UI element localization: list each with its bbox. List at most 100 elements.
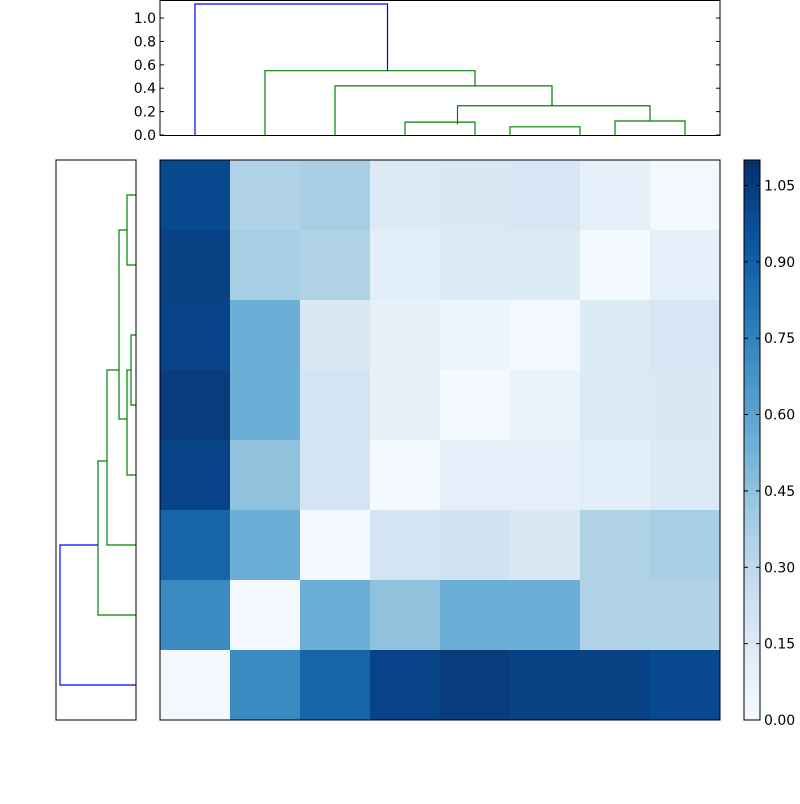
colorbar-strip [744, 715, 760, 721]
colorbar-strip [744, 425, 760, 431]
colorbar-strip [744, 500, 760, 506]
heatmap-cell-r4-c2 [300, 440, 371, 511]
colorbar-strip [744, 195, 760, 201]
top-dendrogram-link [404, 121, 476, 135]
colorbar-strip [744, 670, 760, 676]
heatmap-cell-r1-c6 [580, 230, 651, 301]
left-dendrogram-link [126, 194, 136, 266]
colorbar-strip [744, 170, 760, 176]
heatmap-cell-r4-c7 [650, 440, 721, 511]
colorbar-strip [744, 240, 760, 246]
top-dendrogram-frame [159, 0, 721, 136]
colorbar-strip [744, 310, 760, 316]
colorbar-strip [744, 160, 760, 166]
colorbar-ticks: 0.00 0.15 0.30 0.45 0.60 0.75 0.90 1.05 [744, 178, 795, 729]
heatmap-cell-r4-c6 [580, 440, 651, 511]
colorbar-gradient [744, 160, 760, 721]
left-dendrogram-link [106, 369, 136, 546]
colorbar-strip [744, 650, 760, 656]
colorbar-strip [744, 630, 760, 636]
colorbar-strip [744, 360, 760, 366]
colorbar-strip [744, 535, 760, 541]
colorbar-strip [744, 395, 760, 401]
colorbar-tick-label: 0.30 [764, 560, 795, 576]
colorbar-strip [744, 345, 760, 351]
colorbar-strip [744, 615, 760, 621]
top-dendrogram-link [614, 120, 686, 135]
colorbar-strip [744, 475, 760, 481]
colorbar-strip [744, 655, 760, 661]
colorbar-strip [744, 540, 760, 546]
colorbar-strip [744, 320, 760, 326]
colorbar-tick-label: 0.45 [764, 484, 795, 500]
colorbar-strip [744, 660, 760, 666]
heatmap-cell-r1-c1 [230, 230, 301, 301]
colorbar-strip [744, 430, 760, 436]
colorbar-strip [744, 275, 760, 281]
heatmap-cell-r7-c7 [650, 650, 721, 721]
colorbar-strip [744, 700, 760, 706]
heatmap-frame [159, 159, 721, 721]
heatmap-cell-r1-c0 [160, 230, 231, 301]
colorbar-strip [744, 265, 760, 271]
colorbar-strip [744, 675, 760, 681]
colorbar-strip [744, 710, 760, 716]
top-y-tick-label: 1.0 [134, 11, 156, 27]
heatmap-cell-r2-c3 [370, 300, 441, 371]
heatmap-cell-r4-c5 [510, 440, 581, 511]
heatmap-cell-r0-c7 [650, 160, 721, 231]
colorbar-strip [744, 605, 760, 611]
heatmap-cell-r7-c5 [510, 650, 581, 721]
colorbar-strip [744, 255, 760, 261]
colorbar-strip [744, 565, 760, 571]
colorbar-strip [744, 550, 760, 556]
heatmap-cell-r6-c0 [160, 580, 231, 651]
colorbar-strip [744, 295, 760, 301]
heatmap-cell-r2-c5 [510, 300, 581, 371]
colorbar-strip [744, 455, 760, 461]
heatmap-cell-r6-c1 [230, 580, 301, 651]
colorbar-strip [744, 420, 760, 426]
colorbar-strip [744, 465, 760, 471]
heatmap-cell-r4-c1 [230, 440, 301, 511]
colorbar-strip [744, 580, 760, 586]
colorbar-strip [744, 220, 760, 226]
left-dendrogram-link [130, 334, 136, 406]
colorbar-strip [744, 380, 760, 386]
heatmap-cell-r7-c3 [370, 650, 441, 721]
heatmap-cell-r1-c2 [300, 230, 371, 301]
colorbar-strip [744, 390, 760, 396]
colorbar-strip [744, 510, 760, 516]
colorbar-strip [744, 325, 760, 331]
colorbar-tick-label: 0.75 [764, 331, 795, 347]
colorbar-strip [744, 400, 760, 406]
colorbar-strip [744, 640, 760, 646]
colorbar-strip [744, 685, 760, 691]
colorbar-strip [744, 495, 760, 501]
colorbar-strip [744, 260, 760, 266]
colorbar-strip [744, 355, 760, 361]
top-y-tick-label: 0.6 [134, 58, 156, 74]
colorbar-strip [744, 525, 760, 531]
colorbar-strip [744, 250, 760, 256]
heatmap-cell-r5-c0 [160, 510, 231, 581]
colorbar-strip [744, 180, 760, 186]
heatmap-cell-r2-c4 [440, 300, 511, 371]
colorbar-strip [744, 215, 760, 221]
top-y-tick-label: 0.8 [134, 34, 156, 50]
colorbar-strip [744, 480, 760, 486]
colorbar-strip [744, 665, 760, 671]
colorbar-strip [744, 415, 760, 421]
heatmap-cell-r0-c2 [300, 160, 371, 231]
colorbar-strip [744, 370, 760, 376]
colorbar-tick-label: 0.00 [764, 713, 795, 729]
left-dendrogram-panel [55, 159, 137, 721]
heatmap-cell-r2-c1 [230, 300, 301, 371]
colorbar-strip [744, 225, 760, 231]
colorbar-strip [744, 365, 760, 371]
heatmap-cell-r6-c4 [440, 580, 511, 651]
colorbar-strip [744, 340, 760, 346]
heatmap-cell-r7-c6 [580, 650, 651, 721]
heatmap-cell-r3-c6 [580, 370, 651, 441]
heatmap-cell-r3-c4 [440, 370, 511, 441]
